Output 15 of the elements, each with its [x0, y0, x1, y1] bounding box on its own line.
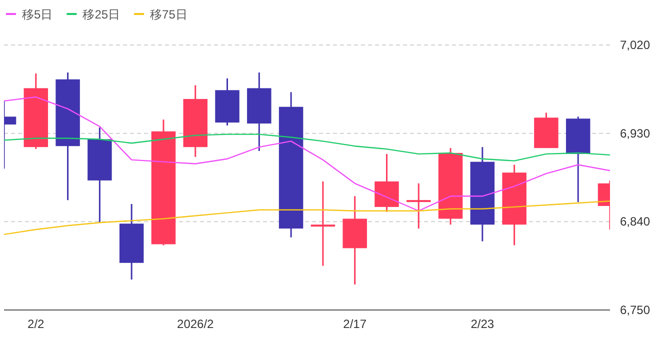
- legend-label: 移25日: [82, 8, 120, 22]
- candlestick: [406, 182, 431, 230]
- y-tick-label: 6,750: [620, 303, 650, 317]
- y-tick-label: 6,930: [620, 126, 650, 140]
- y-tick-label: 6,840: [620, 214, 650, 229]
- legend-label: 移75日: [150, 8, 188, 22]
- legend-label: 移5日: [22, 8, 53, 22]
- line-series: [4, 96, 610, 212]
- x-tick-label: 2/17: [343, 317, 367, 331]
- y-tick-label: 7,020: [620, 38, 650, 52]
- x-tick-label: 2/23: [470, 317, 494, 331]
- x-tick-label: 2026/2: [177, 317, 214, 331]
- candlestick: [310, 180, 336, 267]
- x-tick-label: 2/2: [28, 317, 45, 331]
- line-series: [4, 134, 610, 162]
